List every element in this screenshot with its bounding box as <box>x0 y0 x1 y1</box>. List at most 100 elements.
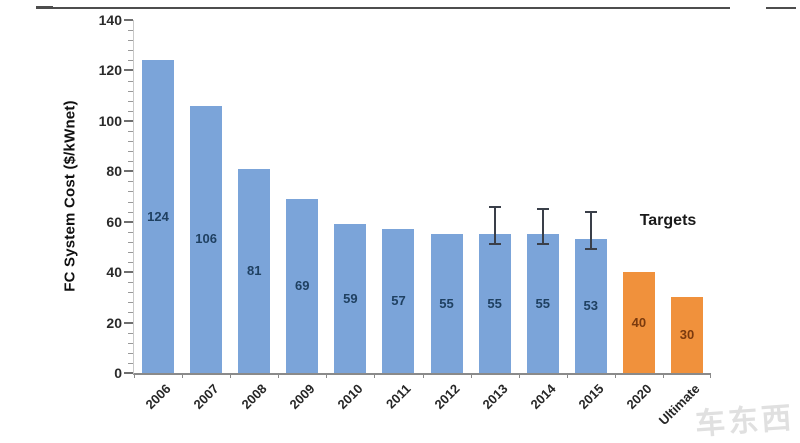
x-tick-label-2006: 2006 <box>142 381 174 413</box>
bar-value-label: 59 <box>343 290 358 306</box>
bar-value-label: 69 <box>295 278 310 294</box>
y-major-tick <box>124 170 133 173</box>
bar-2009: 69 <box>286 199 319 373</box>
bar-2007: 106 <box>190 105 223 373</box>
y-major-tick <box>124 321 133 324</box>
y-minor-tick <box>128 241 133 243</box>
error-bar <box>493 206 496 245</box>
y-minor-tick <box>128 302 133 304</box>
y-major-tick <box>124 69 133 72</box>
y-minor-tick <box>128 151 133 153</box>
y-major-tick <box>124 372 133 374</box>
y-minor-tick <box>128 50 133 52</box>
y-minor-tick <box>128 251 133 253</box>
y-tick-label: 20 <box>106 314 122 331</box>
x-tick-label-2020: 2020 <box>623 381 655 413</box>
y-minor-tick <box>128 191 133 193</box>
x-tick-label-2010: 2010 <box>334 381 366 413</box>
y-minor-tick <box>128 312 133 314</box>
y-minor-tick <box>128 110 133 112</box>
y-minor-tick <box>128 141 133 143</box>
y-tick-label: 60 <box>106 213 122 230</box>
error-bar-cap <box>536 208 549 211</box>
x-axis-tick <box>134 373 135 378</box>
x-axis-tick <box>518 373 520 378</box>
x-tick-label-2012: 2012 <box>431 381 463 413</box>
top-rule <box>50 7 730 9</box>
bar-ultimate: 30 <box>670 297 703 373</box>
y-minor-tick <box>128 30 133 32</box>
y-minor-tick <box>128 181 133 183</box>
y-major-tick <box>124 271 133 274</box>
bar-value-label: 40 <box>631 314 647 330</box>
y-minor-tick <box>128 90 133 92</box>
bar-value-label: 30 <box>679 327 695 343</box>
bar-value-label: 55 <box>439 295 454 311</box>
x-tick-label-2007: 2007 <box>190 381 222 413</box>
bar-value-label: 57 <box>391 293 406 309</box>
error-bar <box>589 211 592 250</box>
plot-area: 124 106 81 69 59 57 55 55 55 53 40 30 <box>124 19 711 378</box>
y-minor-tick <box>128 80 133 82</box>
error-bar <box>541 209 544 245</box>
y-minor-tick <box>128 130 133 132</box>
bar-value-label: 55 <box>535 295 550 311</box>
top-rule-right-dash <box>766 7 796 9</box>
y-minor-tick <box>128 332 133 334</box>
x-axis-tick <box>182 373 184 378</box>
y-axis-title: FC System Cost ($/kWnet) <box>61 100 79 292</box>
x-axis-tick <box>566 373 568 378</box>
x-axis-tick <box>662 373 664 378</box>
y-minor-tick <box>128 282 133 284</box>
y-tick-label: 120 <box>98 62 122 79</box>
watermark: 车东西 <box>694 401 796 442</box>
y-minor-tick <box>128 262 133 264</box>
y-minor-tick <box>128 161 133 163</box>
y-major-tick <box>124 119 133 122</box>
x-tick-label-2015: 2015 <box>575 381 607 413</box>
x-axis-tick <box>470 373 472 378</box>
top-rule-left-dash <box>36 6 53 9</box>
x-tick-label-2014: 2014 <box>527 381 559 413</box>
x-tick-label-2008: 2008 <box>238 381 270 413</box>
y-tick-label: 40 <box>106 264 122 281</box>
bar-2011: 57 <box>382 229 415 373</box>
bar-2013: 55 <box>478 234 511 373</box>
y-major-tick <box>124 19 133 21</box>
bar-2008: 81 <box>238 168 271 373</box>
y-minor-tick <box>128 100 133 102</box>
bar-2006: 124 <box>142 60 175 373</box>
y-minor-tick <box>128 352 133 354</box>
y-minor-tick <box>128 362 133 364</box>
bar-value-label: 106 <box>195 231 217 247</box>
y-tick-label: 0 <box>114 365 122 381</box>
x-axis-tick <box>374 373 376 378</box>
x-tick-label-2009: 2009 <box>286 381 318 413</box>
y-minor-tick <box>128 201 133 203</box>
x-axis-tick <box>422 373 424 378</box>
x-axis-tick <box>710 373 711 378</box>
y-minor-tick <box>128 60 133 62</box>
error-bar-cap <box>488 205 501 208</box>
error-bar-cap <box>536 243 549 246</box>
y-tick-label: 80 <box>106 163 122 180</box>
targets-annotation: Targets <box>639 212 697 229</box>
bar-2012: 55 <box>430 234 463 373</box>
error-bar-cap <box>488 243 501 246</box>
x-axis-tick <box>326 373 328 378</box>
x-axis-tick <box>614 373 616 378</box>
bar-value-label: 53 <box>583 298 599 314</box>
y-major-tick <box>124 220 133 223</box>
bar-2014: 55 <box>526 234 559 373</box>
y-minor-tick <box>128 40 133 42</box>
y-tick-label: 100 <box>98 112 122 129</box>
x-axis-tick <box>230 373 232 378</box>
bar-2010: 59 <box>334 224 367 373</box>
bar-2015: 53 <box>574 239 607 373</box>
y-minor-tick <box>128 292 133 294</box>
y-tick-label: 140 <box>98 12 122 28</box>
x-tick-label-2011: 2011 <box>383 381 415 412</box>
bar-2020: 40 <box>622 272 655 373</box>
bar-value-label: 81 <box>246 262 262 278</box>
